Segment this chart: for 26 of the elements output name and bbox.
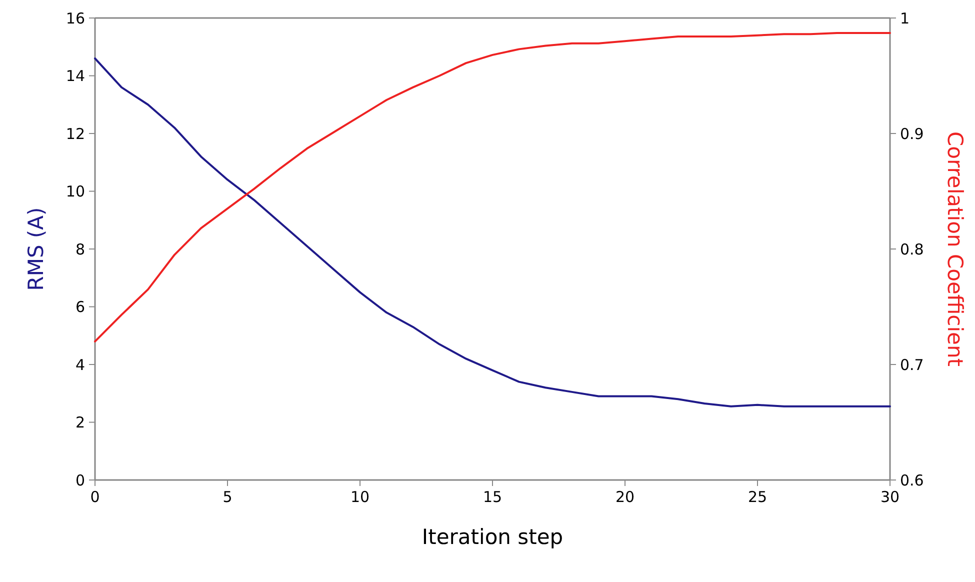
x-tick-label: 25 [748,488,768,506]
y-tick-label: 14 [66,67,85,85]
y-tick-label: 8 [75,240,85,258]
y2-axis-title: Correlation Coefficient [943,131,967,367]
y-axis-title: RMS (A) [24,207,48,291]
x-axis-title: Iteration step [422,525,564,549]
y-tick-label: 10 [66,182,85,200]
y-tick-label: 2 [75,414,85,432]
y2-tick-label: 0.7 [900,356,924,374]
y-tick-label: 12 [66,124,85,143]
y-tick-label: 0 [75,471,85,490]
line-series [94,57,891,408]
y2-tick-label: 0.8 [900,240,924,258]
x-tick-label: 30 [880,488,900,506]
x-tick-label: 0 [90,488,100,506]
y2-tick-label: 0.9 [900,124,924,143]
y-tick-label: 4 [75,356,85,374]
x-tick-label: 5 [222,488,232,506]
y2-tick-label: 0.6 [900,471,924,490]
line-series [94,32,891,342]
x-tick-label: 15 [482,488,502,506]
y2-tick-label: 1 [900,9,910,28]
y-tick-label: 6 [75,298,85,316]
x-tick-label: 20 [615,488,635,506]
y-tick-label: 16 [66,9,85,28]
x-tick-label: 10 [350,488,370,506]
